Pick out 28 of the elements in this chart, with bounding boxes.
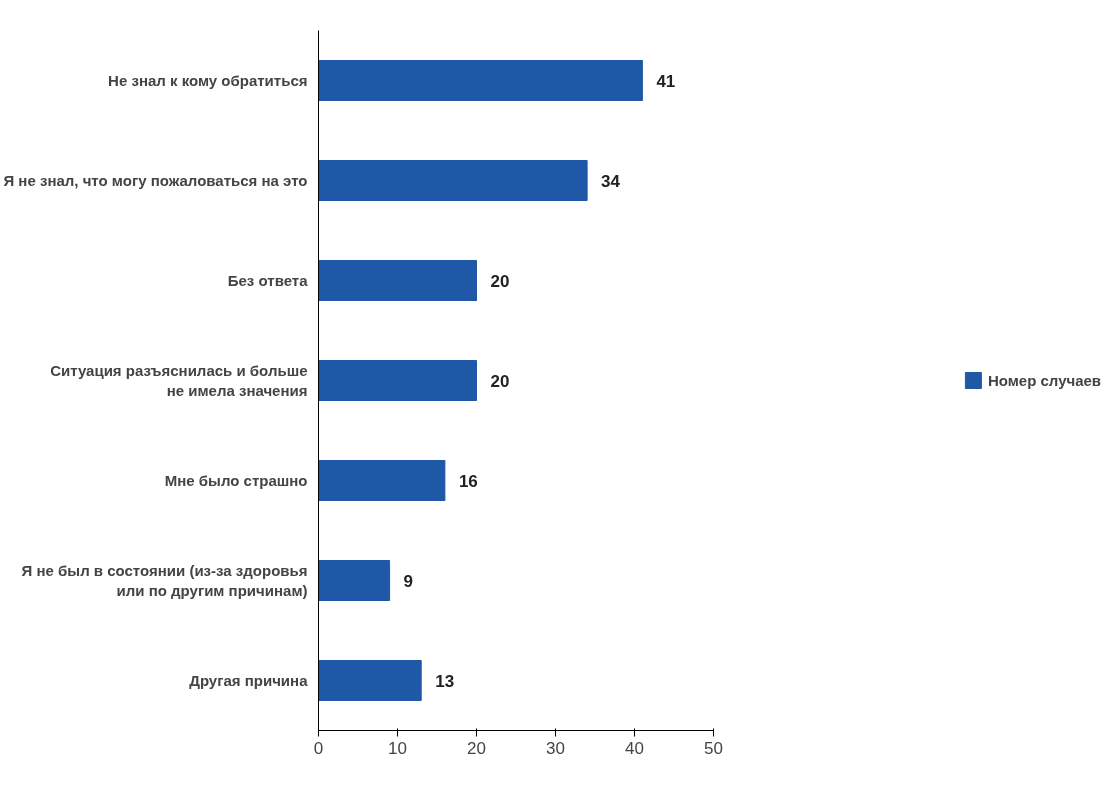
bar (318, 460, 446, 501)
data-label: 16 (458, 471, 478, 491)
bar (318, 660, 422, 701)
x-tick-label: 30 (546, 738, 565, 758)
data-label: 34 (601, 171, 621, 191)
x-tick-label: 10 (388, 738, 407, 758)
data-label: 9 (403, 571, 414, 591)
y-tick-label: Мне было страшно (164, 472, 308, 489)
x-tick-label: 40 (625, 738, 644, 758)
y-tick-label: Не знал к кому обратиться (108, 72, 308, 89)
y-tick-label: Без ответа (227, 272, 309, 289)
data-label: 13 (435, 671, 455, 691)
bar (318, 360, 477, 401)
bar (318, 260, 477, 301)
y-tick-label: Я не знал, что могу пожаловаться на это (3, 172, 308, 189)
bar (318, 560, 391, 601)
bar (318, 160, 588, 201)
x-tick-label: 50 (704, 738, 723, 758)
data-label: 20 (490, 271, 510, 291)
legend-label: Номер случаев (987, 371, 1101, 389)
y-tick-label: Я не был в состоянии (из-за здоровья или по другим причинам) (21, 561, 308, 600)
data-label: 20 (490, 371, 510, 391)
y-tick-label: Другая причина (189, 672, 309, 689)
bar (318, 60, 643, 101)
y-tick-label: Ситуация разъяснилась и больше не имела значения (50, 361, 308, 400)
data-label: 41 (656, 71, 676, 91)
x-tick-label: 0 (313, 738, 324, 758)
x-tick-label: 20 (467, 738, 486, 758)
